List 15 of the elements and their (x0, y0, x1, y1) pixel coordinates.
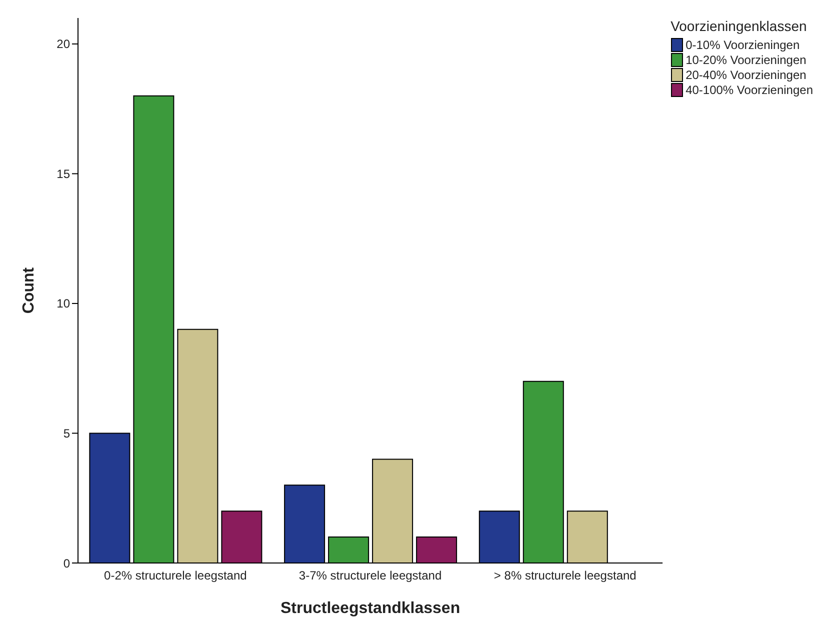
y-axis-title: Count (20, 266, 38, 314)
x-axis-title: Structleegstandklassen (280, 600, 460, 617)
y-tick-label: 5 (63, 426, 70, 440)
legend-title: Voorzieningenklassen (670, 18, 808, 34)
x-tick-label: 3-7% structurele leegstand (298, 568, 442, 583)
x-tick-label: > 8% structurele leegstand (494, 568, 636, 583)
legend-label: 20-40% Voorzieningen (686, 68, 806, 82)
legend-label: 40-100% Voorzieningen (686, 83, 813, 97)
y-tick-label: 15 (56, 166, 70, 181)
legend-label: 0-10% Voorzieningen (686, 38, 800, 52)
x-tick-label: 0-2% structurele leegstand (104, 568, 247, 583)
y-tick-label: 0 (63, 556, 70, 570)
y-tick-label: 10 (56, 296, 70, 311)
legend-label: 10-20% Voorzieningen (686, 53, 806, 67)
y-tick-label: 20 (56, 37, 70, 52)
